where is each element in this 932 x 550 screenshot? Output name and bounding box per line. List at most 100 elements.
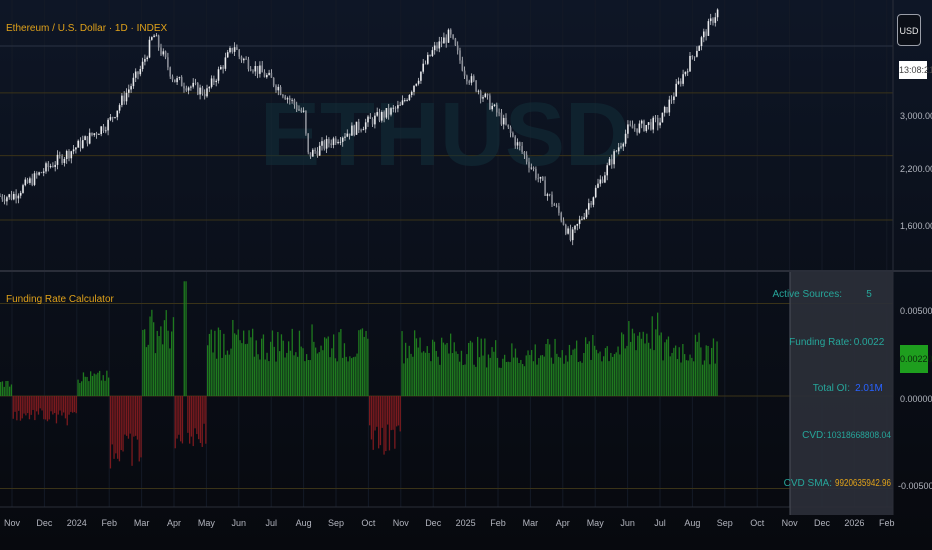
candle-body (553, 204, 556, 206)
price-series[interactable] (0, 8, 719, 246)
histogram-bar (133, 396, 135, 437)
histogram-bar (383, 396, 385, 455)
candle-body (466, 75, 468, 82)
candle-body (289, 98, 291, 100)
histogram-bar (415, 338, 418, 396)
histogram-bar (370, 396, 373, 440)
histogram-bar (178, 396, 180, 435)
candle-body (38, 172, 40, 175)
candle-body (399, 104, 401, 106)
histogram-bar (608, 361, 610, 396)
histogram-bar (280, 334, 283, 396)
histogram-bar (577, 362, 580, 396)
histogram-bar (165, 310, 167, 396)
candle-body (137, 71, 139, 75)
candle-body (174, 79, 176, 83)
currency-button[interactable]: USD (897, 14, 921, 46)
histogram-bar (630, 341, 632, 396)
histogram-bar (241, 343, 243, 396)
histogram-bar (1, 381, 4, 396)
candle-body (482, 97, 484, 99)
candle-body (252, 70, 254, 72)
histogram-bar (21, 396, 23, 419)
candle-body (528, 161, 530, 168)
histogram-bar (291, 328, 293, 396)
candle-body (461, 60, 464, 71)
time-axis[interactable]: Nov Dec 2024 Feb Mar Apr May Jun Jul Aug Sep Oct Nov… (4, 518, 895, 528)
histogram-bar (172, 317, 175, 396)
candle-body (298, 109, 300, 111)
candle-body (684, 71, 687, 75)
histogram-bar (712, 338, 715, 396)
histogram-bar (235, 334, 238, 396)
candle-body (316, 151, 319, 156)
candle-body (714, 17, 717, 23)
candle-body (622, 143, 625, 147)
table-value-funding-rate: 0.0022 (854, 337, 885, 348)
candle-body (374, 115, 376, 125)
time-label: Jun (620, 518, 635, 528)
histogram-bar (612, 356, 614, 396)
histogram-bar (212, 352, 214, 396)
candle-body (29, 178, 31, 183)
histogram-bar (513, 357, 515, 396)
time-label: 2024 (67, 518, 87, 528)
histogram-bar (552, 363, 554, 396)
histogram-bar (648, 342, 650, 396)
candle-body (438, 41, 441, 49)
candle-body (139, 69, 142, 75)
candle-body (454, 38, 457, 46)
candle-body (275, 85, 277, 91)
histogram-bar (108, 377, 110, 396)
histogram-bar (565, 355, 567, 396)
candle-body (102, 126, 105, 131)
candle-body (330, 143, 332, 146)
candle-body (431, 50, 434, 57)
histogram-bar (437, 356, 439, 396)
candle-body (247, 59, 250, 70)
histogram-bar (595, 349, 598, 396)
histogram-bar (372, 396, 374, 450)
candle-body (100, 126, 102, 135)
candle-body (452, 34, 454, 39)
histogram-bar (619, 354, 621, 396)
histogram-bar (621, 332, 623, 396)
histogram-bar (0, 381, 2, 396)
histogram-bar (538, 358, 540, 396)
indicator-title[interactable]: Funding Rate Calculator (6, 294, 115, 305)
candle-body (390, 108, 392, 115)
histogram-bar (187, 396, 189, 433)
histogram-bar (286, 352, 288, 396)
candle-body (705, 31, 707, 36)
time-label: 2026 (844, 518, 864, 528)
histogram-bar (536, 364, 538, 396)
symbol-title[interactable]: Ethereum / U.S. Dollar · 1D · INDEX (6, 23, 167, 34)
candle-body (562, 220, 565, 225)
histogram-bar (682, 344, 684, 396)
histogram-bar (45, 396, 47, 420)
histogram-bar (277, 331, 279, 396)
candle-body (217, 69, 220, 81)
time-label: Sep (717, 518, 733, 528)
histogram-bar (158, 336, 160, 396)
histogram-bar (257, 354, 259, 396)
funding-rate-histogram[interactable] (0, 281, 718, 469)
candle-body (470, 76, 473, 83)
histogram-bar (18, 396, 20, 411)
candle-body (266, 74, 268, 78)
histogram-bar (525, 355, 527, 396)
candle-body (523, 151, 526, 155)
candle-body (376, 112, 378, 116)
histogram-bar (113, 396, 115, 459)
histogram-bar (59, 396, 61, 411)
candle-body (52, 166, 54, 167)
candle-body (309, 152, 312, 157)
candle-body (243, 58, 245, 61)
histogram-bar (174, 396, 176, 449)
histogram-bar (27, 396, 29, 414)
candle-body (410, 91, 413, 95)
histogram-bar (716, 341, 718, 396)
candle-body (509, 127, 512, 133)
histogram-bar (374, 396, 376, 431)
